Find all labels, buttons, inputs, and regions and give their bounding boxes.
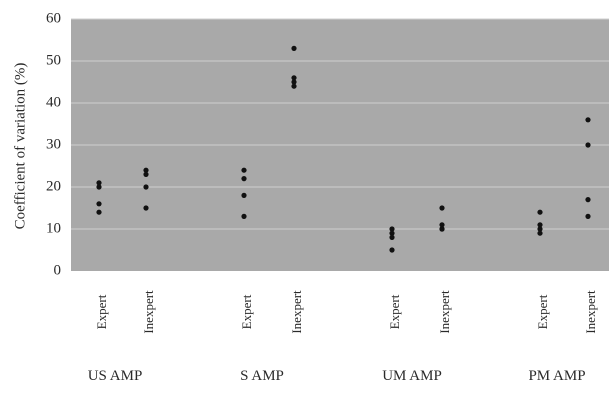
data-point: [439, 205, 445, 211]
data-point: [585, 213, 591, 219]
data-point: [291, 75, 297, 81]
x-subgroup-label: Expert: [94, 294, 109, 329]
x-subgroup-label: Inexpert: [141, 290, 156, 334]
data-point: [96, 184, 102, 190]
y-tick-label: 30: [46, 136, 61, 152]
x-group-label: UM AMP: [382, 368, 442, 384]
y-tick-label: 0: [54, 262, 62, 278]
data-point: [241, 176, 247, 182]
x-subgroup-label: Inexpert: [583, 290, 598, 334]
data-point: [537, 226, 543, 232]
data-point: [439, 226, 445, 232]
data-point: [241, 167, 247, 173]
y-tick-label: 50: [46, 52, 61, 68]
data-point: [585, 197, 591, 203]
data-point: [585, 117, 591, 123]
data-point: [143, 184, 149, 190]
x-subgroup-label: Inexpert: [437, 290, 452, 334]
data-point: [291, 83, 297, 89]
y-tick-label: 40: [46, 94, 61, 110]
data-point: [143, 167, 149, 173]
data-points: [96, 45, 591, 253]
grid-lines: [71, 18, 609, 230]
data-point: [389, 226, 395, 232]
y-axis-label: Coefficient of variation (%): [12, 63, 28, 230]
data-point: [537, 222, 543, 228]
data-point: [291, 45, 297, 52]
data-point: [143, 205, 149, 211]
data-point: [241, 213, 247, 219]
y-tick-label: 20: [46, 178, 61, 194]
x-group-label: US AMP: [88, 368, 143, 384]
x-group-label: PM AMP: [528, 368, 585, 384]
x-subgroup-label: Inexpert: [289, 290, 304, 334]
x-subgroup-label: Expert: [535, 294, 550, 329]
data-point: [291, 79, 297, 85]
data-point: [143, 171, 149, 177]
x-subgroup-label: Expert: [239, 294, 254, 329]
data-point: [439, 222, 445, 228]
y-tick-label: 60: [46, 10, 61, 26]
data-point: [389, 247, 395, 253]
data-point: [389, 234, 395, 240]
x-group-label: S AMP: [240, 368, 284, 384]
y-tick-label: 10: [46, 220, 61, 236]
data-point: [585, 142, 591, 148]
x-axis-labels: Expert Inexpert US AMP Expert Inexpert S AMP E…: [88, 290, 598, 384]
data-point: [241, 192, 247, 198]
data-point: [96, 201, 102, 207]
y-axis-ticks: 0 10 20 30 40 50 60: [46, 10, 61, 278]
x-subgroup-label: Expert: [387, 294, 402, 329]
data-point: [96, 180, 102, 186]
data-point: [96, 209, 102, 215]
data-point: [537, 209, 543, 215]
data-point: [537, 230, 543, 236]
data-point: [389, 230, 395, 236]
